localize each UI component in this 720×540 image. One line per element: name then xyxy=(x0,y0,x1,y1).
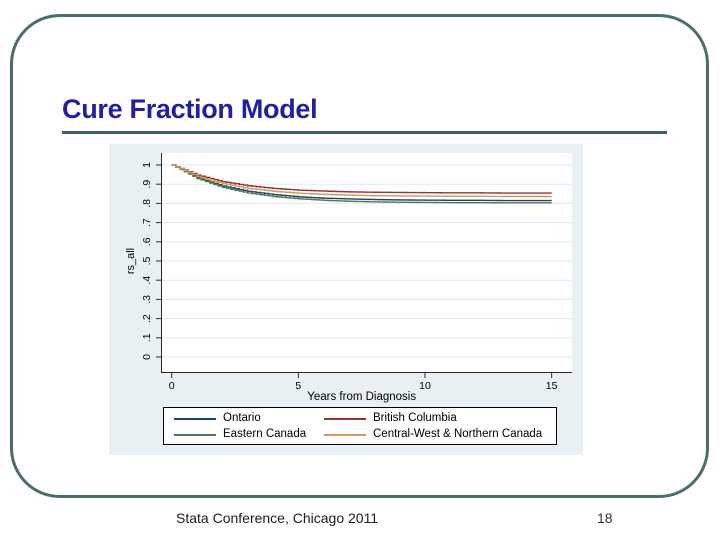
series-line-ontario xyxy=(171,164,552,202)
y-tick-label: .6 xyxy=(141,237,153,246)
series-line-british-columbia xyxy=(171,164,552,194)
x-tick-label: 15 xyxy=(546,380,558,392)
legend-line-sample xyxy=(174,417,216,420)
title-underline xyxy=(62,131,667,134)
page-number: 18 xyxy=(597,510,613,526)
plot-area xyxy=(161,153,572,372)
x-tick-label: 0 xyxy=(169,380,175,392)
legend-label: British Columbia xyxy=(373,412,457,424)
slide-border xyxy=(10,14,709,498)
legend-line-sample xyxy=(324,433,366,436)
legend-item-british-columbia: British Columbia xyxy=(324,409,457,428)
y-tick-label: .9 xyxy=(141,180,153,189)
y-axis-title: rs_all xyxy=(125,248,137,274)
y-tick-label: 1 xyxy=(141,162,153,168)
x-axis-title: Years from Diagnosis xyxy=(307,391,416,403)
legend-line-sample xyxy=(324,417,366,420)
x-tick-label: 10 xyxy=(419,380,431,392)
legend-label: Ontario xyxy=(223,412,261,424)
slide-title: Cure Fraction Model xyxy=(62,94,318,124)
y-tick-label: .4 xyxy=(141,276,153,285)
chart-legend: Ontario British Columbia Eastern Canada Cen… xyxy=(163,407,557,445)
y-tick-label: .5 xyxy=(141,256,153,265)
legend-label: Eastern Canada xyxy=(223,428,307,440)
y-tick-label: .7 xyxy=(141,218,153,227)
y-tick-label: .3 xyxy=(141,295,153,304)
series-line-central-west-northern-canada xyxy=(171,164,552,198)
legend-label: Central-West & Northern Canada xyxy=(373,428,543,440)
y-tick-label: .2 xyxy=(141,314,153,323)
cure-fraction-chart: 0.1.2.3.4.5.6.7.8.9 1 0 5 10 15 rs_all Years fr… xyxy=(109,144,583,455)
footer-text: Stata Conference, Chicago 2011 xyxy=(176,510,379,526)
legend-item-ontario: Ontario xyxy=(174,409,261,428)
y-tick-label: .1 xyxy=(141,333,153,342)
legend-line-sample xyxy=(174,433,216,436)
axes xyxy=(156,153,572,378)
y-tick-label: .8 xyxy=(141,199,153,208)
x-tick-label: 5 xyxy=(295,380,301,392)
legend-item-central-west-northern-canada: Central-West & Northern Canada xyxy=(324,425,542,444)
series-line-eastern-canada xyxy=(171,164,552,204)
y-tick-label: 0 xyxy=(141,354,153,360)
legend-item-eastern-canada: Eastern Canada xyxy=(174,425,306,444)
